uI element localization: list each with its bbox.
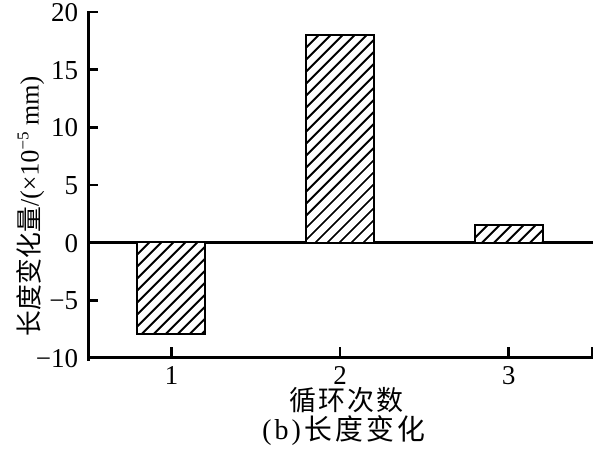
- x-tick-label-1: 1: [164, 360, 179, 390]
- x-tick-label-2: 2: [333, 360, 347, 390]
- y-tick-label-0: 0: [64, 227, 79, 258]
- bar-category-2: [305, 34, 375, 245]
- y-axis-title-superscript: −5: [13, 131, 33, 150]
- y-tick-15: [90, 68, 98, 71]
- y-tick-10: [90, 126, 98, 129]
- bar-category-3: [473, 224, 544, 245]
- x-tick-label-3: 3: [501, 360, 516, 390]
- y-axis-title: 长度变化量/(×10−5 mm): [11, 75, 45, 337]
- y-tick-5: [90, 183, 98, 187]
- y-tick-20: [90, 10, 98, 14]
- y-tick--5: [90, 299, 98, 302]
- y-axis-line: [87, 11, 90, 361]
- y-tick-label-20: 20: [51, 0, 78, 27]
- x-tick-1: [170, 347, 173, 356]
- figure-caption: (b)长度变化: [262, 415, 428, 446]
- y-tick-label-10: 10: [51, 112, 78, 143]
- y-tick-label-5: 5: [64, 170, 79, 200]
- x-axis-title: 循环次数: [289, 386, 405, 416]
- y-tick-label--5: −5: [49, 285, 78, 316]
- x-tick-3: [507, 347, 510, 356]
- x-axis-line: [87, 356, 593, 359]
- x-axis-end-tick: [590, 347, 593, 356]
- y-tick-label--10: −10: [35, 343, 78, 373]
- y-axis-title-text: 长度变化量/(×10: [15, 149, 45, 337]
- y-axis-title-unit: mm): [15, 75, 45, 132]
- bar-category-1: [136, 241, 207, 335]
- y-tick-label-15: 15: [51, 54, 78, 85]
- y-tick-0: [90, 241, 98, 244]
- x-tick-2: [338, 347, 342, 356]
